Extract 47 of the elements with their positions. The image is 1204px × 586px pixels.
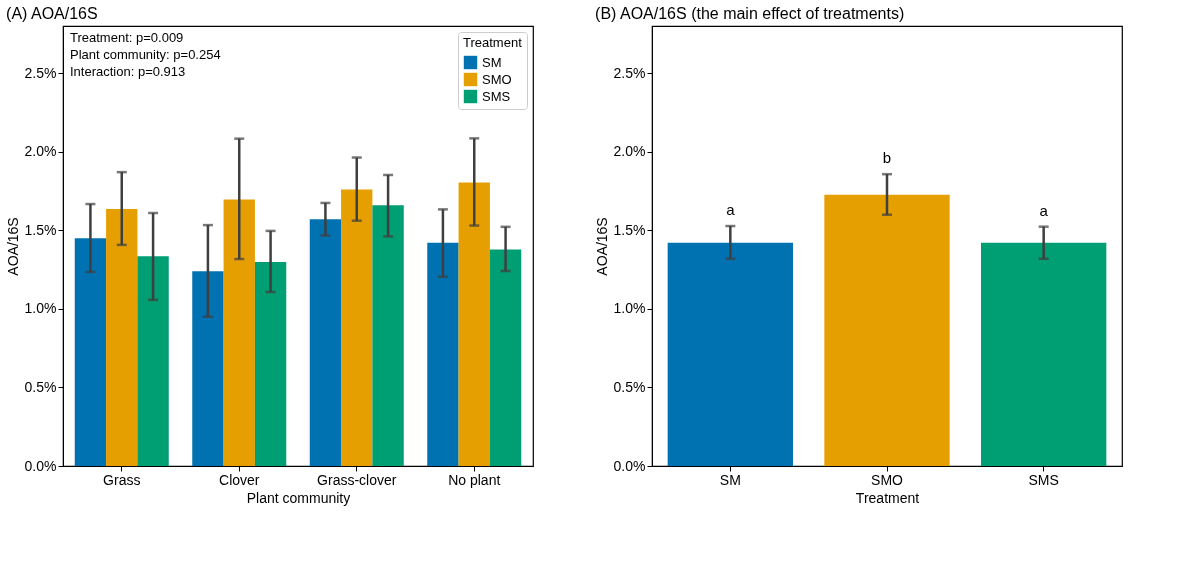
x-tick-label: SM xyxy=(719,471,741,488)
bar xyxy=(372,205,404,466)
x-tick-label: Grass xyxy=(103,471,141,488)
annotation: a xyxy=(726,201,736,219)
legend-label: SMS xyxy=(482,88,511,104)
x-tick-label: Clover xyxy=(219,471,260,488)
y-tick-label: 1.5% xyxy=(24,221,57,238)
y-tick-label: 0.0% xyxy=(24,457,57,474)
y-tick-label: 1.0% xyxy=(613,300,646,317)
annotation: Treatment: p=0.009 xyxy=(70,30,184,45)
annotation: a xyxy=(1039,201,1049,219)
bar xyxy=(137,256,169,466)
x-tick-label: Grass-clover xyxy=(317,471,397,488)
bar xyxy=(192,271,224,466)
legend-label: SMO xyxy=(482,71,512,87)
bar xyxy=(427,242,459,466)
bar xyxy=(254,262,287,466)
bar xyxy=(489,249,522,466)
y-tick-label: 0.0% xyxy=(613,457,646,474)
bar xyxy=(106,209,138,466)
bar xyxy=(458,182,490,466)
annotation: b xyxy=(882,149,892,167)
bar xyxy=(309,219,342,466)
x-tick-label: No plant xyxy=(448,471,501,488)
legend-label: SM xyxy=(482,54,502,70)
chart-title: (A) AOA/16S xyxy=(6,5,98,22)
bar xyxy=(223,199,255,466)
x-tick-label: SMS xyxy=(1028,471,1059,488)
annotation: Interaction: p=0.913 xyxy=(70,64,186,79)
x-axis-title: Treatment xyxy=(855,489,920,506)
y-tick-label: 2.5% xyxy=(24,64,57,81)
bar xyxy=(341,189,373,466)
chart-title: (B) AOA/16S (the main effect of treatments) xyxy=(595,5,905,22)
y-tick-label: 2.0% xyxy=(24,143,57,160)
legend-title: Treatment xyxy=(463,35,523,50)
y-tick-label: 0.5% xyxy=(24,378,57,395)
y-tick-label: 2.5% xyxy=(613,64,646,81)
annotation: Plant community: p=0.254 xyxy=(70,47,221,62)
y-tick-label: 0.5% xyxy=(613,378,646,395)
y-axis-title: AOA/16S xyxy=(4,217,21,276)
x-tick-label: SMO xyxy=(871,471,904,488)
y-axis-title: AOA/16S xyxy=(593,217,610,276)
bar xyxy=(74,238,107,466)
y-tick-label: 1.0% xyxy=(24,300,57,317)
y-tick-label: 2.0% xyxy=(613,143,646,160)
y-tick-label: 1.5% xyxy=(613,221,646,238)
x-axis-title: Plant community xyxy=(246,489,351,506)
